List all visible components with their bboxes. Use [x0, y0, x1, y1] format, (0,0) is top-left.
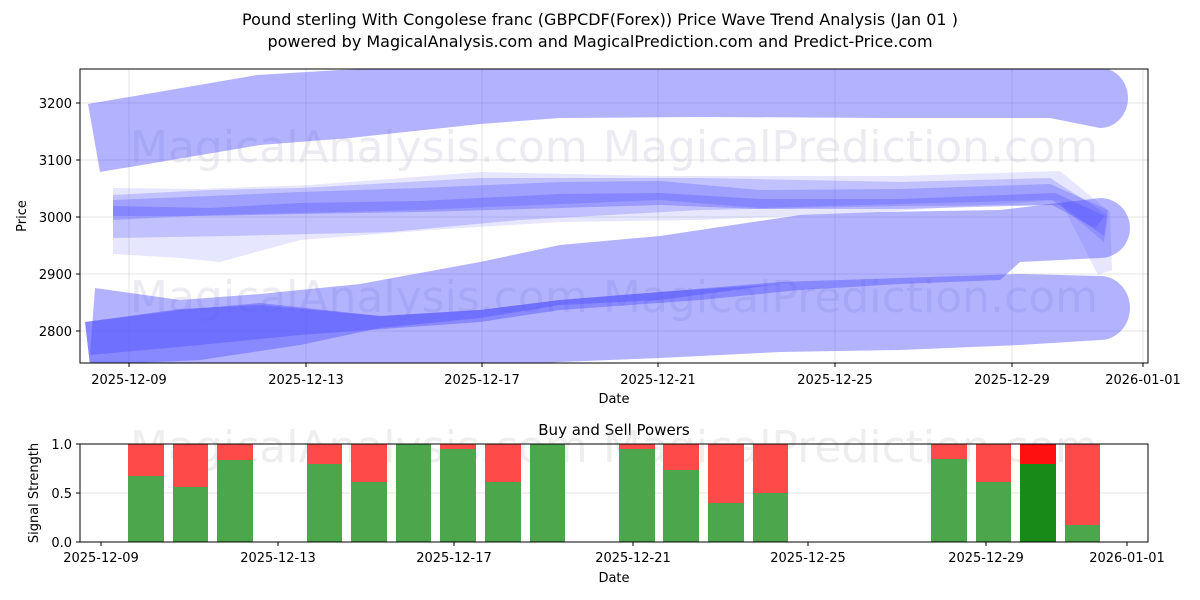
y-tick-label: 3100	[39, 154, 72, 169]
buy-bar	[217, 460, 253, 542]
buy-bar	[128, 476, 164, 542]
sell-bar	[708, 444, 744, 504]
buy-bar	[976, 482, 1011, 542]
sell-bar	[663, 444, 699, 471]
x-tick-label: 2025-12-13	[268, 373, 344, 388]
sell-bar-strong	[1020, 444, 1056, 465]
sell-bar	[753, 444, 788, 493]
upper-wave-band	[88, 69, 1128, 172]
buy-bar-strong	[1020, 464, 1056, 542]
buy-bar	[1065, 525, 1100, 542]
buy-bar	[931, 459, 967, 542]
buy-bar	[396, 444, 431, 542]
buy-bar	[619, 449, 655, 542]
y-axis-label: Signal Strength	[27, 443, 42, 543]
x-tick-label: 2025-12-29	[948, 551, 1024, 566]
sell-bar	[307, 444, 342, 465]
y-tick-label: 0.0	[51, 536, 72, 551]
sell-bar	[931, 444, 967, 460]
central-wave-layer	[113, 193, 1105, 228]
y-tick-label: 3200	[39, 97, 72, 112]
y-tick-label: 3000	[39, 211, 72, 226]
y-axis-label: Price	[15, 200, 30, 232]
sell-bar	[976, 444, 1011, 483]
sell-bar	[485, 444, 521, 483]
watermark-text: MagicalPrediction.com	[603, 122, 1098, 173]
y-tick-label: 2800	[39, 325, 72, 340]
signal-x-axis: 2025-12-09 2025-12-13 2025-12-17 2025-12…	[63, 542, 1165, 586]
buy-bar	[485, 482, 521, 542]
buy-bar	[708, 503, 744, 542]
buy-bar	[440, 449, 476, 542]
wave-bands	[85, 69, 1130, 363]
watermark-text: MagicalPrediction.com	[603, 272, 1098, 323]
buy-bar	[663, 470, 699, 542]
x-tick-label: 2025-12-13	[240, 551, 316, 566]
sell-bar	[440, 444, 476, 450]
lower-wave-core	[85, 284, 780, 363]
chart-title: Pound sterling With Congolese franc (GBP…	[242, 10, 958, 29]
chart-subtitle: powered by MagicalAnalysis.com and Magic…	[267, 32, 933, 51]
sell-bar	[128, 444, 164, 477]
x-tick-label: 2025-12-29	[974, 373, 1050, 388]
y-tick-label: 1.0	[51, 438, 72, 453]
buy-bar	[753, 493, 788, 542]
sell-bar	[351, 444, 387, 483]
watermark-text: MagicalAnalysis.com	[130, 272, 588, 323]
x-tick-label: 2025-12-17	[444, 373, 520, 388]
x-tick-label: 2025-12-17	[416, 551, 492, 566]
buy-bar	[307, 464, 342, 542]
y-tick-label: 2900	[39, 268, 72, 283]
x-tick-label: 2025-12-09	[91, 373, 167, 388]
watermark-text: MagicalAnalysis.com	[130, 122, 588, 173]
signal-plot: Buy and Sell Powers MagicalAnalysis.com …	[27, 421, 1165, 586]
mid-lower-wave-band	[90, 198, 1130, 355]
sell-bar	[217, 444, 253, 461]
buy-bar	[173, 487, 208, 542]
central-wave-layer	[113, 178, 1108, 242]
buy-bar	[530, 444, 565, 542]
x-axis-label: Date	[598, 571, 629, 586]
price-y-axis: 3200 3100 3000 2900 2800 Price	[15, 97, 80, 340]
central-wave-layer	[113, 181, 1108, 236]
x-tick-label: 2025-12-21	[595, 551, 671, 566]
x-axis-label: Date	[598, 392, 629, 407]
y-tick-label: 0.5	[51, 487, 72, 502]
sell-bar	[1065, 444, 1100, 526]
signal-plot-title: Buy and Sell Powers	[538, 421, 690, 439]
x-tick-label: 2026-01-01	[1089, 551, 1165, 566]
x-tick-label: 2026-01-01	[1105, 373, 1181, 388]
price-grid	[80, 69, 1148, 363]
central-wave-layer	[113, 171, 1112, 275]
x-tick-label: 2025-12-25	[770, 551, 846, 566]
sell-bar	[619, 444, 655, 450]
price-x-axis: 2025-12-09 2025-12-13 2025-12-17 2025-12…	[91, 363, 1181, 407]
buy-bar	[351, 482, 387, 542]
lower-wave-band	[85, 274, 1130, 363]
price-plot: MagicalAnalysis.com MagicalPrediction.co…	[15, 68, 1181, 407]
x-tick-label: 2025-12-21	[620, 373, 696, 388]
x-tick-label: 2025-12-09	[63, 551, 139, 566]
price-plot-frame	[79, 68, 1149, 364]
x-tick-label: 2025-12-25	[797, 373, 873, 388]
signal-y-axis: 1.0 0.5 0.0 Signal Strength	[27, 438, 80, 551]
signal-bars	[128, 444, 1100, 542]
sell-bar	[173, 444, 208, 488]
